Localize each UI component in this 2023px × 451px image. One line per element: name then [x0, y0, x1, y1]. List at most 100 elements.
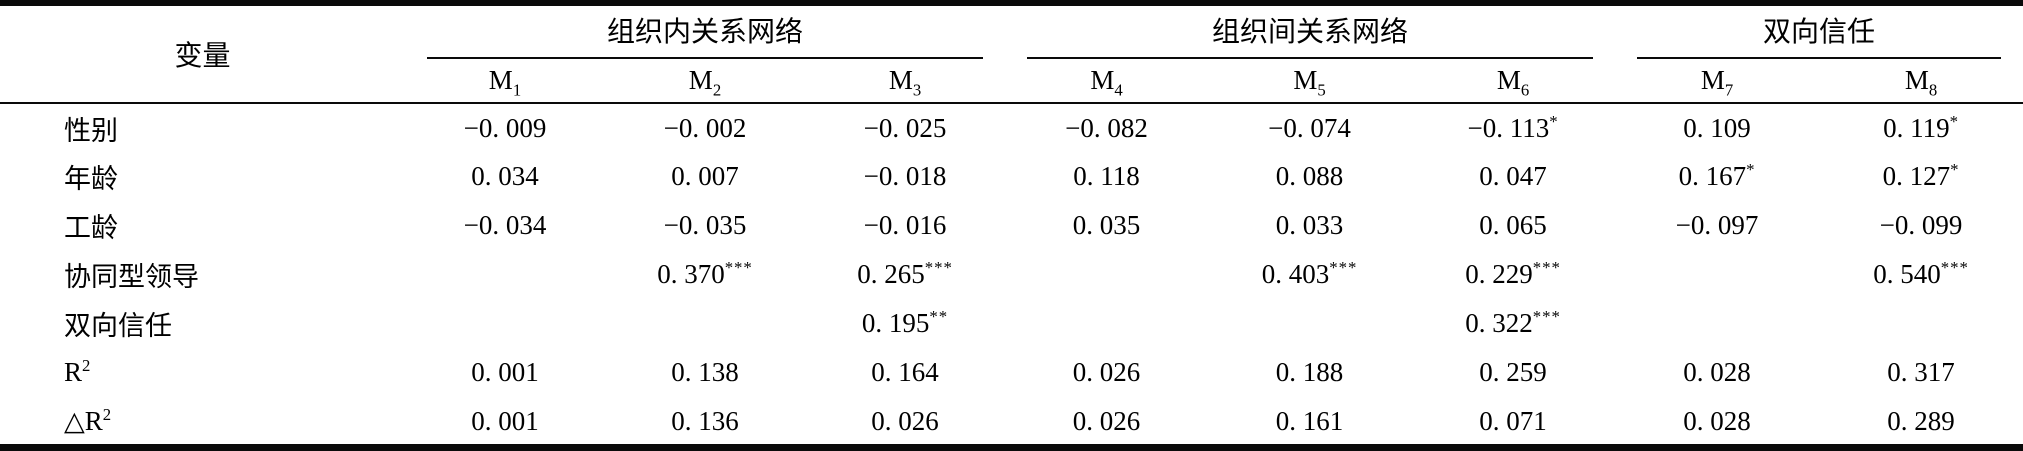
table-cell [1005, 299, 1208, 348]
table-cell: 0. 088 [1275, 161, 1344, 191]
table-cell [1615, 299, 1819, 348]
table-cell: −0. 034 [463, 210, 547, 240]
table-cell: 0. 403*** [1261, 258, 1358, 289]
table-cell: −0. 025 [863, 112, 947, 143]
table-cell: −0. 113* [1467, 111, 1559, 143]
row-label: 工龄 [64, 213, 118, 243]
model-subscript: 6 [1520, 80, 1530, 100]
group-header-intra-org-network: 组织内关系网络 [405, 6, 1005, 59]
table-cell: −0. 018 [863, 161, 947, 191]
table-cell: 0. 028 [1683, 406, 1751, 436]
table-cell: 0. 119* [1883, 111, 1959, 143]
model-subscript: 7 [1724, 80, 1734, 100]
table-cell: 0. 317 [1887, 357, 1955, 387]
table-row-age: 年龄 0. 034 0. 007 −0. 018 0. 118 0. 088 0… [0, 152, 2023, 201]
group-label: 组织间关系网络 [1027, 10, 1594, 59]
model-header-row: M1 M2 M3 M4 M5 M6 M7 M8 [0, 59, 2023, 104]
model-subscript: 1 [512, 80, 522, 100]
table-cell: 0. 164 [871, 357, 939, 387]
table-cell: 0. 322*** [1465, 307, 1561, 338]
significance-stars: * [1950, 160, 1960, 179]
significance-stars: *** [1532, 307, 1561, 326]
table-cell: −0. 097 [1675, 210, 1759, 240]
table-cell: 0. 034 [471, 161, 539, 191]
model-subscript: 3 [912, 80, 922, 100]
significance-stars: *** [724, 258, 753, 277]
model-header-m1: M1 [405, 59, 605, 104]
regression-table: 变量 组织内关系网络 组织间关系网络 双向信任 M1 M2 M3 M4 M5 M… [0, 6, 2023, 446]
group-label: 双向信任 [1637, 10, 2002, 59]
significance-stars: ** [929, 307, 949, 326]
table-cell: 0. 188 [1275, 357, 1344, 387]
table-cell: 0. 035 [1072, 210, 1141, 240]
model-subscript: 2 [712, 80, 722, 100]
table-cell [1208, 299, 1411, 348]
table-cell: −0. 016 [863, 210, 947, 240]
significance-stars: *** [1532, 258, 1561, 277]
table-cell: 0. 138 [671, 357, 739, 387]
significance-stars: * [1949, 111, 1959, 131]
row-label: 性别 [64, 115, 118, 146]
superscript-2: 2 [102, 405, 112, 424]
row-label: △R2 [64, 405, 112, 436]
model-header-m3: M3 [805, 59, 1006, 104]
table-cell [605, 299, 805, 348]
table-row-gender: 性别 −0. 009 −0. 002 −0. 025 −0. 082 −0. 0… [0, 103, 2023, 152]
model-subscript: 4 [1114, 80, 1123, 100]
table-cell: 0. 026 [1072, 406, 1141, 436]
model-subscript: 8 [1928, 80, 1938, 100]
table-cell: 0. 001 [471, 357, 539, 387]
table-cell: −0. 074 [1268, 112, 1351, 143]
table-cell: −0. 009 [463, 112, 547, 143]
table-cell: 0. 127* [1882, 160, 1960, 191]
table-cell: 0. 540*** [1873, 258, 1969, 289]
significance-stars: *** [1329, 258, 1358, 277]
significance-stars: * [1746, 160, 1756, 179]
model-header-m5: M5 [1208, 59, 1412, 104]
table-cell: 0. 195** [861, 307, 949, 338]
table-cell [405, 250, 605, 299]
model-header-m6: M6 [1411, 59, 1616, 104]
group-label: 组织内关系网络 [427, 10, 984, 59]
table-cell: 0. 229*** [1465, 258, 1561, 289]
table-cell [405, 299, 605, 348]
model-header-m8: M8 [1819, 59, 2023, 104]
table-cell: 0. 118 [1073, 161, 1140, 191]
group-header-inter-org-network: 组织间关系网络 [1005, 6, 1615, 59]
table-row-delta-r-squared: △R2 0. 001 0. 136 0. 026 0. 026 0. 161 0… [0, 397, 2023, 446]
table-row-r-squared: R2 0. 001 0. 138 0. 164 0. 026 0. 188 0.… [0, 348, 2023, 397]
model-header-m2: M2 [605, 59, 805, 104]
table-cell: 0. 026 [871, 406, 939, 436]
table-cell [1819, 299, 2023, 348]
table-cell: −0. 035 [663, 210, 747, 240]
table-cell: 0. 136 [671, 406, 739, 436]
row-label: 协同型领导 [64, 262, 199, 292]
table-cell: −0. 082 [1065, 112, 1148, 143]
model-header-m7: M7 [1615, 59, 1820, 104]
table-cell: 0. 047 [1479, 161, 1547, 191]
table-cell: 0. 007 [671, 161, 739, 191]
significance-stars: *** [1940, 258, 1969, 277]
table-cell: 0. 265*** [857, 258, 953, 289]
group-header-row: 变量 组织内关系网络 组织间关系网络 双向信任 [0, 6, 2023, 104]
row-label: R2 [64, 356, 91, 387]
table-cell: −0. 002 [663, 112, 747, 143]
table-cell [1005, 250, 1208, 299]
row-label: 双向信任 [64, 311, 172, 341]
table-cell: 0. 259 [1479, 357, 1547, 387]
table-row-collaborative-leadership: 协同型领导 0. 370*** 0. 265*** 0. 403*** 0. 2… [0, 250, 2023, 299]
table-row-tenure: 工龄 −0. 034 −0. 035 −0. 016 0. 035 0. 033… [0, 201, 2023, 250]
table-cell: 0. 071 [1479, 406, 1547, 436]
model-subscript: 5 [1317, 80, 1326, 100]
significance-stars: * [1549, 111, 1559, 131]
superscript-2: 2 [82, 356, 91, 375]
table-cell: 0. 109 [1683, 112, 1751, 143]
significance-stars: *** [924, 258, 953, 277]
table-cell: 0. 028 [1683, 357, 1751, 387]
table-cell: 0. 161 [1275, 406, 1344, 436]
table-row-mutual-trust: 双向信任 0. 195** 0. 322*** [0, 299, 2023, 348]
table-cell: 0. 065 [1479, 210, 1547, 240]
table-cell: 0. 289 [1887, 406, 1955, 436]
table-cell: −0. 099 [1879, 210, 1963, 240]
